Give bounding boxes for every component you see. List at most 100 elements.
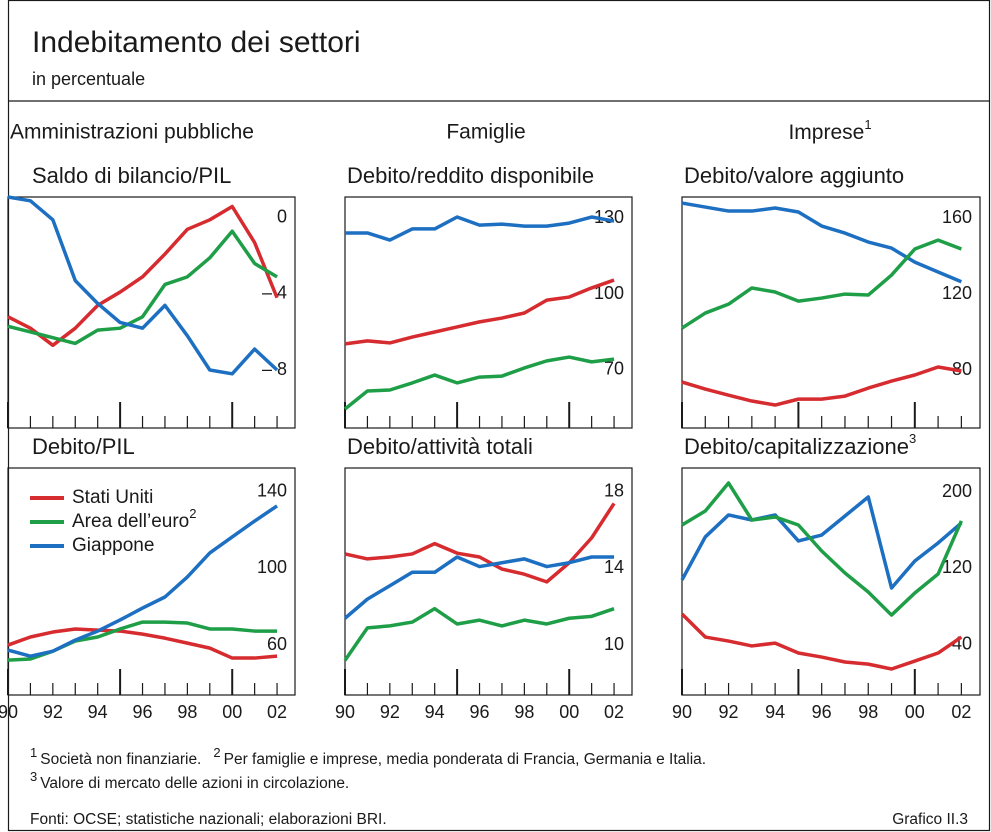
figure-id: Grafico II.3 [892,811,968,828]
note-mark: 1 [30,745,37,760]
footnote-line: 1 Società non finanziarie. 2 Per famiglie e… [30,745,706,768]
note-mark: 3 [30,769,37,784]
series-line [345,215,615,242]
panel-title: Debito/attività totali [347,434,533,459]
series-line [343,355,615,411]
y-tick-label: 0 [277,207,287,227]
series-line [7,627,278,660]
plot-frame [344,196,633,429]
legend-entry: Stati Uniti [72,487,153,508]
legend-name: Area dell’euro [72,511,189,532]
column-header-text: Imprese [788,121,864,144]
panel-title: Debito/valore aggiunto [684,163,904,188]
x-tick-label: 02 [267,702,287,722]
y-tick-label: 60 [267,634,287,654]
y-tick-label: 100 [257,557,287,577]
note-mark: 3 [909,431,916,446]
x-tick-label: 96 [470,702,490,722]
panel-title-text: Debito/attività totali [347,434,533,459]
series-line [7,195,279,376]
x-tick-label: 02 [604,702,624,722]
plot-frame [681,196,981,429]
series-line [681,201,963,284]
plot-frame [7,467,296,696]
x-tick-label: 90 [335,702,355,722]
footnote: Valore di mercato delle azioni in circol… [40,775,349,792]
panel-title-text: Debito/reddito disponibile [347,163,594,188]
panel-title: Debito/reddito disponibile [347,163,594,188]
y-tick-label: 200 [942,481,972,501]
note-mark: 1 [864,117,871,132]
y-tick-label: 160 [942,207,972,227]
x-tick-label: 94 [765,702,785,722]
subtitle: in percentuale [32,69,145,89]
x-tick-label: 98 [514,702,534,722]
series-line [7,204,279,348]
x-tick-label: 94 [88,702,108,722]
series-line [681,365,962,407]
series-line [343,606,615,662]
x-tick-label: 00 [559,702,579,722]
x-tick-label: 98 [177,702,197,722]
column-header: Famiglie [446,121,525,144]
x-tick-label: 92 [719,702,739,722]
panel-title: Debito/capitalizzazione3 [684,431,916,458]
plot-frame [344,467,633,696]
x-tick-label: 90 [0,702,18,722]
y-tick-label: 70 [604,359,624,379]
panel-title-text: Saldo di bilancio/PIL [32,163,231,188]
x-tick-label: 92 [43,702,63,722]
series-line [344,278,615,346]
note-mark: 2 [213,745,220,760]
footnote-line: 3 Valore di mercato delle azioni in circo… [30,769,349,792]
y-tick-label: 130 [594,207,624,227]
y-tick-label: 40 [952,634,972,654]
x-tick-label: 90 [672,702,692,722]
footnote: Società non finanziarie. [40,751,201,768]
panel-title-text: Debito/capitalizzazione [684,434,909,459]
series-line [7,504,279,658]
y-tick-label: 10 [604,634,624,654]
series-line [680,612,963,671]
footnote: Per famiglie e imprese, media ponderata … [224,751,706,768]
source: Fonti: OCSE; statistiche nazionali; elab… [30,811,387,828]
y-tick-label: 18 [604,481,624,501]
panel-title: Saldo di bilancio/PIL [32,163,231,188]
legend-entry: Area dell’euro2 [72,506,196,532]
series-line [344,502,616,584]
x-tick-label: 96 [812,702,832,722]
x-tick-label: 92 [380,702,400,722]
legend-name: Giappone [72,535,154,556]
plot-frame [7,196,296,429]
panel-title: Debito/PIL [32,434,135,459]
y-tick-label: 14 [604,557,624,577]
series-line [680,495,963,590]
panel-title-text: Debito/valore aggiunto [684,163,904,188]
y-tick-label: 120 [942,557,972,577]
series-line [7,229,278,346]
series-line [7,620,278,662]
y-tick-label: 80 [952,359,972,379]
series-line [681,238,963,330]
x-tick-label: 98 [858,702,878,722]
y-tick-label: 120 [942,283,972,303]
x-tick-label: 02 [951,702,971,722]
x-tick-label: 96 [133,702,153,722]
series-line [343,555,615,620]
x-tick-label: 94 [425,702,445,722]
series-line [681,481,963,617]
note-mark: 2 [189,506,196,521]
plot-frame [681,467,981,696]
title: Indebitamento dei settori [32,26,361,59]
legend-entry: Giappone [72,535,154,556]
x-tick-label: 00 [222,702,242,722]
x-tick-label: 00 [905,702,925,722]
y-tick-label: 140 [257,481,287,501]
column-header: Imprese1 [788,117,871,143]
panel-title-text: Debito/PIL [32,434,135,459]
y-tick-label: 100 [594,283,624,303]
column-header: Amministrazioni pubbliche [10,121,254,144]
legend-name: Stati Uniti [72,487,153,508]
